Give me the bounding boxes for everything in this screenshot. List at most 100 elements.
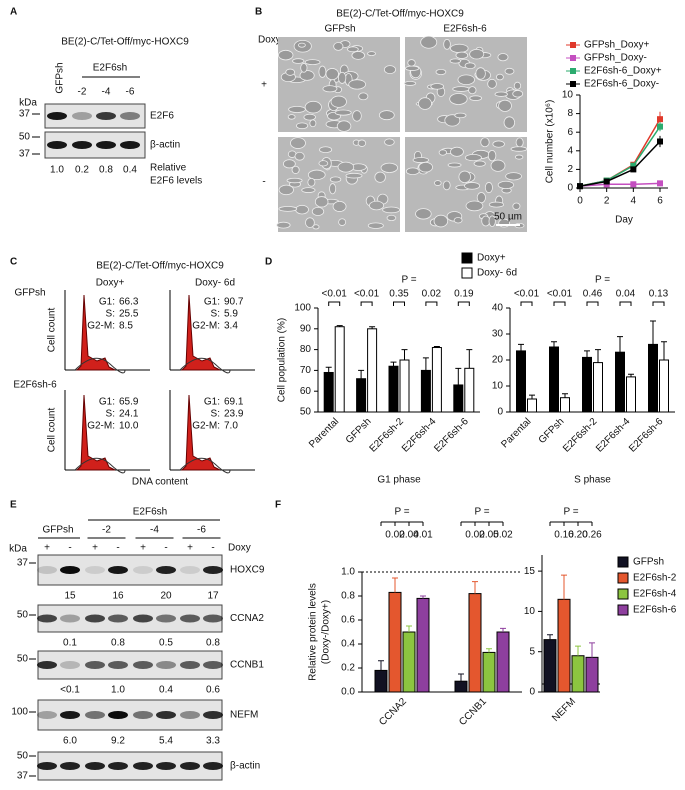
- error-bar: [420, 595, 426, 599]
- treatment-label: -: [68, 543, 71, 554]
- cell: [278, 184, 294, 196]
- band: [156, 711, 176, 719]
- bar: [482, 651, 496, 693]
- lane-label: -4: [150, 525, 159, 536]
- band: [133, 661, 153, 669]
- cell: [298, 42, 306, 48]
- error-bar: [422, 357, 429, 371]
- cell: [465, 200, 484, 212]
- x-tick-label: 4: [631, 196, 637, 207]
- marker-label: 50: [17, 610, 29, 621]
- cell: [515, 154, 524, 160]
- level-value: 0.8: [206, 638, 220, 649]
- marker-label: 50: [17, 751, 29, 762]
- level-value: 1.0: [111, 685, 125, 696]
- p-bracket: [425, 301, 438, 306]
- y-tick-label: 4: [567, 145, 573, 156]
- marker-label: 37: [19, 109, 31, 120]
- point: [657, 180, 663, 187]
- band: [37, 711, 57, 719]
- bar: [659, 359, 669, 413]
- p-value: 0.16: [554, 530, 574, 541]
- p-label: P =: [595, 275, 610, 286]
- error-bar: [336, 325, 343, 327]
- x-tick-label: Parental: [307, 416, 341, 450]
- band: [180, 566, 200, 574]
- cell: [322, 85, 338, 93]
- cell: [490, 159, 506, 172]
- legend-swatch: [570, 81, 576, 87]
- y-tick-label: 0: [529, 687, 535, 698]
- band: [108, 566, 128, 574]
- cell: [386, 214, 397, 222]
- marker-label: 50: [17, 654, 29, 665]
- y-tick-label: 50: [300, 407, 312, 418]
- band: [108, 711, 128, 719]
- p-bracket: [457, 301, 470, 306]
- error-bar: [378, 660, 384, 671]
- level-value: 5.4: [159, 736, 173, 747]
- phase-value: 23.9: [224, 409, 244, 420]
- bar: [399, 359, 410, 413]
- bar: [388, 591, 402, 693]
- level-value: 20: [160, 591, 172, 602]
- p-value: 0.02: [493, 530, 513, 541]
- error-bar: [562, 393, 568, 398]
- cell: [435, 68, 447, 76]
- cell: [384, 138, 395, 146]
- level-value: 6.0: [63, 736, 77, 747]
- cell: [382, 206, 401, 214]
- error-bar: [406, 625, 412, 632]
- cell: [504, 67, 515, 75]
- lane-label: -2: [78, 87, 87, 98]
- bar: [323, 371, 334, 413]
- cell: [380, 162, 399, 173]
- y-tick-label: 90: [300, 323, 312, 334]
- band: [133, 614, 153, 623]
- band: [60, 711, 80, 719]
- treatment-label: +: [44, 543, 50, 554]
- y-tick-label: 0: [497, 407, 503, 418]
- cell: [378, 110, 395, 121]
- protein-label: HOXC9: [230, 565, 265, 576]
- error-bar: [518, 343, 524, 351]
- histogram-fit: [74, 357, 126, 374]
- error-bar: [455, 367, 462, 385]
- p-value: 0.46: [583, 289, 603, 300]
- error-bar: [650, 320, 656, 345]
- p-bracket: [328, 301, 341, 306]
- bar: [431, 347, 442, 413]
- panel-label: B: [255, 7, 262, 18]
- cell: [515, 137, 524, 148]
- bar: [516, 350, 526, 413]
- phase-value: 8.5: [119, 321, 133, 332]
- bar: [527, 398, 537, 413]
- cell: [330, 95, 347, 108]
- level-value: 3.3: [206, 736, 220, 747]
- phase-value: 7.0: [224, 421, 238, 432]
- phase-label: S:: [211, 409, 220, 420]
- cell: [475, 67, 486, 80]
- level-label: E2F6 levels: [150, 176, 202, 187]
- cell: [345, 172, 363, 179]
- cell: [294, 151, 305, 161]
- p-bracket: [586, 301, 599, 306]
- cell: [286, 177, 303, 184]
- cell: [358, 92, 369, 101]
- band: [133, 711, 153, 719]
- cell: [300, 63, 308, 73]
- band: [108, 614, 128, 623]
- cell: [338, 71, 347, 84]
- cell: [312, 224, 320, 230]
- cell: [292, 58, 305, 64]
- treatment-label: +: [140, 543, 146, 554]
- error-bar: [595, 349, 601, 363]
- phase-label: S:: [106, 409, 115, 420]
- p-value: 0.26: [582, 530, 602, 541]
- p-value: 0.13: [649, 289, 669, 300]
- cell: [407, 59, 416, 67]
- legend-swatch: [570, 68, 576, 74]
- column-label: Doxy+: [96, 278, 125, 289]
- y-tick-label: 2: [567, 164, 573, 175]
